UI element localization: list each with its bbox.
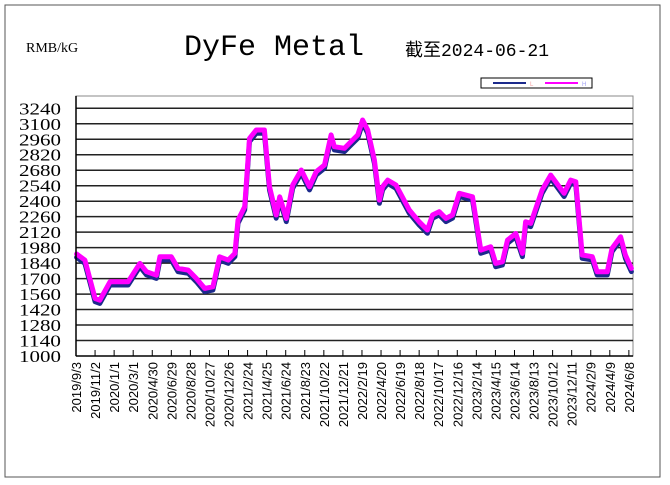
x-tick-label: 2019/11/2 <box>88 362 103 419</box>
y-tick-label: 1980 <box>19 239 61 258</box>
x-tick-label: 2021/8/23 <box>298 362 313 420</box>
y-tick-label: 2680 <box>19 161 61 180</box>
x-tick-label: 2020/3/1 <box>126 362 141 413</box>
x-tick-label: 2023/12/11 <box>565 362 580 426</box>
x-tick-label: 2024/6/8 <box>622 362 637 413</box>
x-tick-label: 2021/2/24 <box>241 362 256 420</box>
x-tick-label: 2023/6/14 <box>507 362 522 420</box>
x-tick-label: 2020/6/29 <box>164 362 179 420</box>
x-tick-label: 2024/2/9 <box>584 362 599 413</box>
legend: L H <box>480 77 593 89</box>
x-tick-label: 2022/4/20 <box>374 362 389 420</box>
y-tick-label: 2820 <box>19 146 61 165</box>
legend-label-l: L <box>530 82 534 88</box>
y-tick-label: 1280 <box>19 316 61 335</box>
x-tick-label: 2023/8/13 <box>527 362 542 420</box>
x-tick-label: 2022/6/19 <box>393 362 408 420</box>
x-tick-label: 2020/1/1 <box>107 362 122 413</box>
legend-label-h: H <box>582 82 586 88</box>
x-tick-label: 2022/2/19 <box>355 362 370 420</box>
x-tick-label: 2021/12/21 <box>336 362 351 427</box>
x-axis: 2019/9/3 2019/11/2 2020/1/1 2020/3/1 2020/4/… <box>69 350 637 427</box>
y-tick-label: 3240 <box>19 99 61 118</box>
x-tick-label: 2023/10/12 <box>546 362 561 427</box>
unit-label: RMB/kG <box>26 41 78 56</box>
y-tick-label: 2260 <box>19 208 61 227</box>
y-tick-label: 3100 <box>19 115 61 134</box>
y-tick-label: 2540 <box>19 177 61 196</box>
x-tick-label: 2020/10/27 <box>202 362 217 427</box>
series-line-h <box>74 117 634 303</box>
y-tick-label: 1700 <box>19 270 61 289</box>
y-tick-label: 2960 <box>19 130 61 149</box>
x-tick-label: 2021/6/24 <box>279 362 294 420</box>
y-tick-label: 2400 <box>19 192 61 211</box>
x-tick-label: 2021/10/22 <box>317 362 332 427</box>
y-tick-label: 1560 <box>19 285 61 304</box>
series <box>74 117 634 306</box>
x-tick-label: 2022/10/17 <box>431 362 446 427</box>
x-tick-label: 2020/8/28 <box>183 362 198 420</box>
gridlines <box>76 107 633 342</box>
x-tick-label: 2022/8/18 <box>412 362 427 420</box>
x-tick-label: 2023/4/15 <box>488 362 503 420</box>
x-tick-label: 2022/12/16 <box>450 362 465 427</box>
y-axis: 3240310029602820268025402400226021201980… <box>19 99 61 366</box>
legend-box <box>480 77 593 89</box>
chart-title: DyFe Metal <box>184 31 364 65</box>
x-tick-label: 2024/4/9 <box>603 362 618 413</box>
x-tick-label: 2020/4/30 <box>145 362 160 420</box>
y-tick-label: 1140 <box>19 332 61 351</box>
x-tick-label: 2020/12/26 <box>222 362 237 427</box>
y-tick-label: 1000 <box>19 347 61 366</box>
y-tick-label: 2120 <box>19 223 61 242</box>
y-tick-label: 1420 <box>19 301 61 320</box>
x-tick-label: 2019/9/3 <box>69 362 84 413</box>
x-tick-label: 2021/4/25 <box>260 362 275 420</box>
y-tick-label: 1840 <box>19 254 61 273</box>
as-of-date: 截至2024-06-21 <box>405 40 549 62</box>
x-tick-label: 2023/2/14 <box>469 362 484 420</box>
